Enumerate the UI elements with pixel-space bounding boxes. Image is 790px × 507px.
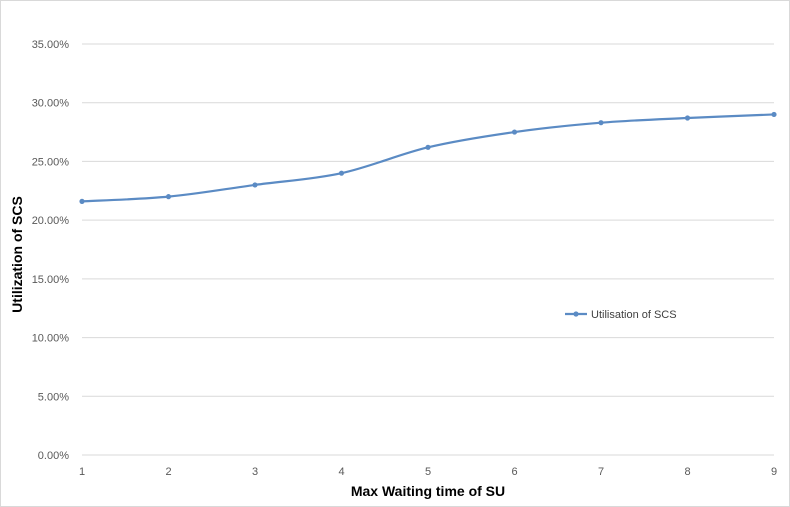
- legend: Utilisation of SCS: [565, 309, 677, 321]
- data-point: [598, 120, 604, 126]
- data-point: [511, 129, 518, 135]
- y-tick-label: 35.00%: [32, 39, 70, 51]
- data-point: [252, 182, 258, 188]
- x-tick-label: 4: [338, 466, 344, 478]
- y-axis-ticks: 0.00% 5.00% 10.00% 15.00% 20.00% 25.00% 30.00%…: [32, 39, 70, 462]
- gridlines: [82, 43, 774, 456]
- data-point: [79, 198, 85, 204]
- y-tick-label: 10.00%: [32, 333, 70, 345]
- series-line: [81, 113, 775, 203]
- x-tick-label: 2: [165, 466, 171, 478]
- x-tick-label: 6: [511, 466, 517, 478]
- legend-label: Utilisation of SCS: [591, 309, 677, 321]
- data-point: [338, 170, 345, 176]
- y-tick-label: 0.00%: [38, 450, 69, 462]
- y-tick-label: 5.00%: [38, 391, 69, 403]
- series-layer: [79, 111, 777, 204]
- x-tick-label: 3: [252, 466, 258, 478]
- y-tick-label: 15.00%: [32, 274, 70, 286]
- x-tick-label: 5: [425, 466, 431, 478]
- y-tick-label: 30.00%: [32, 98, 70, 110]
- x-axis-title: Max Waiting time of SU: [351, 483, 505, 499]
- x-tick-label: 1: [79, 466, 85, 478]
- data-point: [684, 115, 691, 121]
- data-point: [425, 144, 431, 150]
- x-tick-label: 8: [684, 466, 690, 478]
- legend-marker: [573, 311, 579, 317]
- x-axis-ticks: 1 2 3 4 5 6 7 8 9: [79, 466, 777, 478]
- y-axis-title: Utilization of SCS: [9, 196, 25, 313]
- data-point: [165, 194, 172, 200]
- x-tick-label: 9: [771, 466, 777, 478]
- x-tick-label: 7: [598, 466, 604, 478]
- y-tick-label: 25.00%: [32, 156, 70, 168]
- y-tick-label: 20.00%: [32, 215, 70, 227]
- data-point: [771, 111, 777, 118]
